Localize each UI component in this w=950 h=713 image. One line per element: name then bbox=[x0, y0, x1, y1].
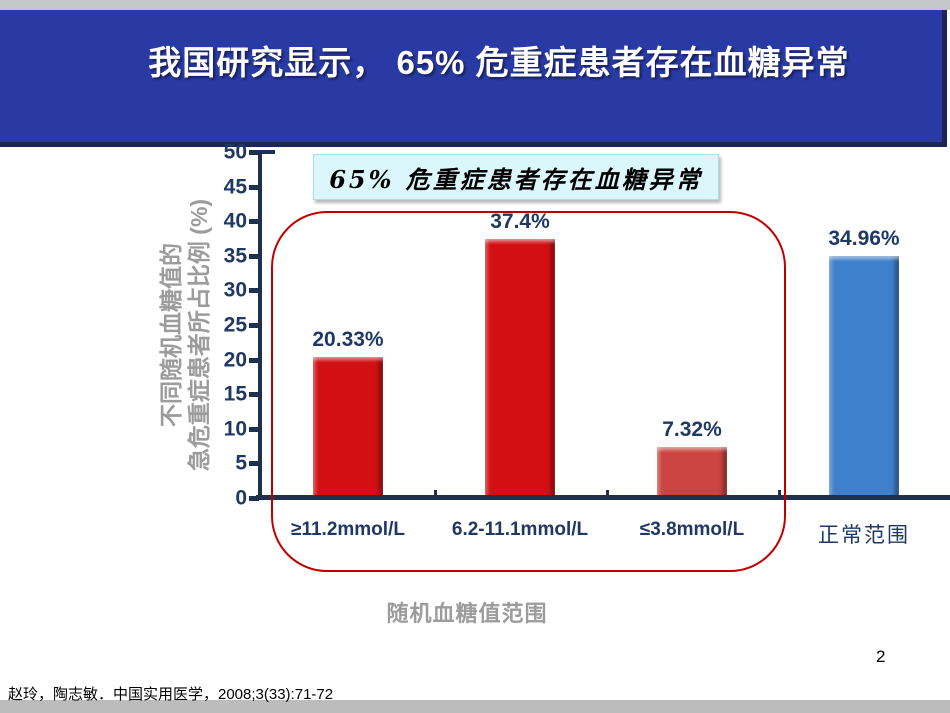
y-axis-tick bbox=[249, 426, 259, 432]
y-axis-tick bbox=[249, 357, 259, 363]
y-axis-title-line1: 不同随机血糖值的 bbox=[158, 243, 184, 428]
page-number: 2 bbox=[876, 647, 886, 666]
bar-value-label: 20.33% bbox=[312, 328, 384, 352]
bar-value-label: 7.32% bbox=[662, 418, 722, 442]
x-axis-tick bbox=[606, 490, 609, 498]
y-axis-tick bbox=[249, 253, 259, 259]
title-banner: 我国研究显示， 65% 危重症患者存在血糖异常 bbox=[0, 10, 947, 147]
slide-title: 我国研究显示， 65% 危重症患者存在血糖异常 bbox=[148, 44, 850, 81]
top-edge-strip bbox=[0, 0, 950, 10]
y-axis-tick-label: 30 bbox=[223, 278, 247, 302]
bar bbox=[829, 256, 899, 498]
y-axis-tick-label: 45 bbox=[223, 175, 247, 199]
x-axis-category-label: ≥11.2mmol/L bbox=[291, 519, 405, 540]
x-axis-tick bbox=[434, 490, 437, 498]
x-axis-tick bbox=[778, 490, 781, 498]
y-axis-tick bbox=[249, 219, 259, 225]
y-axis-tick-label: 35 bbox=[223, 244, 247, 268]
footer-citation: 赵玲，陶志敏．中国实用医学，2008;3(33):71-72 bbox=[8, 686, 334, 703]
y-axis-tick-label: 10 bbox=[223, 417, 247, 441]
y-axis-tick-label: 0 bbox=[235, 486, 247, 510]
y-axis-tick bbox=[249, 323, 259, 328]
x-axis-line bbox=[256, 495, 950, 500]
y-axis-tick bbox=[249, 392, 259, 398]
y-axis-title-line2: 急危重症患者所占比例 (%) bbox=[186, 198, 212, 472]
y-axis-tick bbox=[249, 288, 259, 294]
highlight-frame bbox=[271, 211, 786, 572]
chart-callout-box: 65% 危重症患者存在血糖异常 bbox=[313, 154, 719, 200]
x-axis-category-label: 正常范围 bbox=[818, 523, 910, 547]
bottom-edge-strip bbox=[0, 700, 950, 713]
bar-value-label: 37.4% bbox=[490, 210, 550, 234]
y-axis-top-tick bbox=[258, 150, 275, 154]
bar bbox=[657, 447, 727, 498]
y-axis-tick bbox=[249, 461, 259, 467]
y-axis-tick bbox=[249, 496, 259, 501]
bar-column: 34.96% 正常范围 bbox=[778, 152, 950, 547]
bar-column: 7.32% ≤3.8mmol/L bbox=[606, 152, 778, 540]
y-axis-tick-label: 40 bbox=[223, 209, 247, 233]
y-axis-title: 不同随机血糖值的 急危重症患者所占比例 (%) bbox=[157, 199, 213, 471]
bar bbox=[313, 357, 383, 498]
y-axis-tick-label: 5 bbox=[235, 451, 247, 475]
chart-callout-text: 65% 危重症患者存在血糖异常 bbox=[329, 164, 703, 194]
bar bbox=[485, 239, 555, 498]
x-axis-category-label: 6.2-11.1mmol/L bbox=[451, 519, 589, 540]
bar-column: 37.4% 6.2-11.1mmol/L bbox=[434, 152, 606, 540]
y-axis-tick-label: 50 bbox=[223, 140, 247, 164]
y-axis-tick-label: 20 bbox=[223, 348, 247, 372]
bar-chart-plot-area: 0 5 10 15 20 25 30 35 40 45 50 20.33% ≥11.2mmol/L 37… bbox=[224, 142, 950, 547]
y-axis-tick bbox=[249, 150, 259, 155]
bar-column: 20.33% ≥11.2mmol/L bbox=[262, 152, 434, 540]
x-axis-category-label: ≤3.8mmol/L bbox=[639, 519, 745, 540]
y-axis-tick-label: 15 bbox=[223, 382, 247, 406]
bar-value-label: 34.96% bbox=[828, 227, 900, 251]
y-axis-tick-label: 25 bbox=[223, 313, 247, 337]
x-axis-title: 随机血糖值范围 bbox=[386, 601, 548, 626]
y-axis-tick bbox=[249, 184, 259, 190]
